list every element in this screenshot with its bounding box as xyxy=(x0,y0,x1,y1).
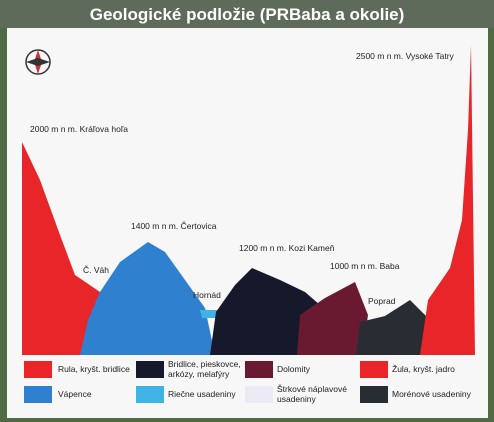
legend-label: arkózy, melafýry xyxy=(168,369,230,379)
legend-swatch xyxy=(136,361,164,378)
compass xyxy=(25,49,51,75)
legend-swatch xyxy=(245,361,273,378)
rock-morenove xyxy=(356,300,440,355)
legend-swatch xyxy=(245,386,273,403)
legend: Rula, kryšt. bridlice Bridlice, pieskovc… xyxy=(24,359,472,404)
panel xyxy=(7,28,488,418)
legend-label: usadeniny xyxy=(277,394,317,404)
legend-swatch xyxy=(136,386,164,403)
rock-rula xyxy=(22,142,100,355)
legend-label: Dolomity xyxy=(277,364,311,374)
legend-label: Rula, kryšt. bridlice xyxy=(58,364,130,374)
legend-swatch xyxy=(360,386,388,403)
legend-swatch xyxy=(24,386,52,403)
legend-label: Morénové usadeniny xyxy=(392,389,472,399)
rock-zula xyxy=(420,45,475,355)
legend-label: Žula, kryšt. jadro xyxy=(392,364,455,374)
legend-label: Štrkové náplavové xyxy=(277,384,347,394)
rock-dolomity xyxy=(297,282,368,355)
legend-swatch xyxy=(360,361,388,378)
peak-label: 2000 m n m. Kráľova hoľa xyxy=(30,124,128,134)
rock-vapence xyxy=(80,242,215,355)
river-label: Poprad xyxy=(368,296,396,306)
legend-label: Vápence xyxy=(58,389,92,399)
title-bar xyxy=(0,0,494,28)
peak-label: 2500 m n m. Vysoké Tatry xyxy=(356,51,455,61)
river-label: Hornád xyxy=(193,290,221,300)
legend-swatch xyxy=(24,361,52,378)
legend-label: Bridlice, pieskovce, xyxy=(168,359,241,369)
peak-label: 1200 m n m. Kozi Kameň xyxy=(239,243,335,253)
peak-label: 1000 m n m. Baba xyxy=(330,261,400,271)
river-label: Č. Váh xyxy=(83,265,109,275)
title: Geologické podložie (PRBaba a okolie) xyxy=(90,5,405,24)
rock-bridlice xyxy=(210,268,320,355)
legend-label: Riečne usadeniny xyxy=(168,389,236,399)
peak-label: 1400 m n m. Čertovica xyxy=(131,221,217,231)
